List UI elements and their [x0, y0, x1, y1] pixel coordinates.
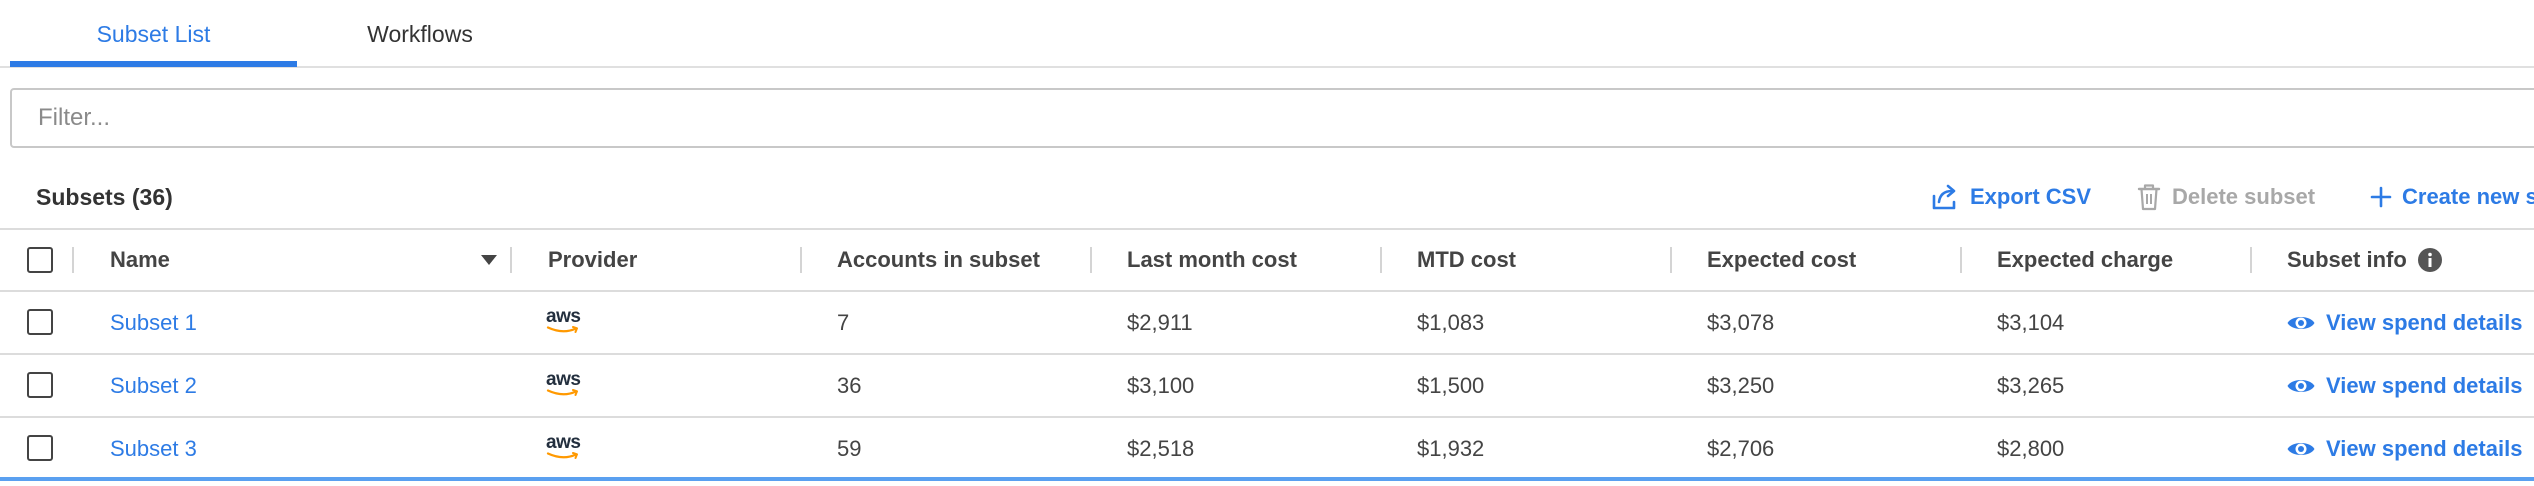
expected-cost: $2,706 — [1707, 435, 1775, 461]
select-all-checkbox[interactable] — [27, 247, 53, 273]
column-header-name[interactable]: Name — [110, 247, 170, 272]
mtd-cost: $1,932 — [1417, 435, 1485, 461]
accounts-count: 59 — [837, 435, 862, 461]
trash-icon — [2137, 184, 2161, 211]
table-row: Subset 3 aws 59 $2,518 $1,932 $2,706 $2,… — [0, 418, 2534, 481]
info-icon[interactable] — [2417, 247, 2443, 273]
column-separator — [800, 247, 802, 273]
mtd-cost: $1,083 — [1417, 309, 1485, 335]
column-header-expected-cost: Expected cost — [1707, 247, 1857, 272]
mtd-cost: $1,500 — [1417, 372, 1485, 398]
subset-name-link[interactable]: Subset 3 — [110, 435, 197, 461]
view-spend-details-link[interactable]: View spend details — [2286, 355, 2522, 416]
subset-info-label: Subset info — [2287, 247, 2407, 272]
eye-icon — [2287, 379, 2315, 392]
expected-charge: $2,800 — [1997, 435, 2065, 461]
expected-cost: $3,078 — [1707, 309, 1775, 335]
expected-charge: $3,265 — [1997, 372, 2065, 398]
subset-name-link[interactable]: Subset 1 — [110, 309, 197, 335]
view-spend-details-label: View spend details — [2326, 372, 2523, 398]
expected-cost: $3,250 — [1707, 372, 1775, 398]
aws-logo: aws — [546, 306, 581, 334]
last-month-cost: $3,100 — [1127, 372, 1195, 398]
column-header-expected-charge: Expected charge — [1997, 247, 2174, 272]
column-separator — [1090, 247, 1092, 273]
tab-label: Workflows — [367, 20, 473, 47]
expected-charge: $3,104 — [1997, 309, 2065, 335]
row-checkbox[interactable] — [27, 309, 53, 335]
column-header-subset-info: Subset info — [2287, 230, 2443, 290]
filter-input[interactable] — [10, 88, 2534, 148]
delete-subset-label: Delete subset — [2172, 184, 2316, 209]
provider-text: aws — [546, 369, 581, 390]
column-separator — [510, 247, 512, 273]
export-csv-button[interactable]: Export CSV — [1930, 180, 2091, 214]
plus-icon — [2370, 186, 2392, 208]
tab-workflows[interactable]: Workflows — [340, 0, 500, 68]
table-header: Name Provider Accounts in subset Last mo… — [0, 230, 2534, 292]
column-separator — [1670, 247, 1672, 273]
table-row: Subset 1 aws 7 $2,911 $1,083 $3,078 $3,1… — [0, 292, 2534, 355]
aws-smile-icon — [547, 389, 579, 396]
column-header-accounts: Accounts in subset — [837, 247, 1040, 272]
column-separator — [1380, 247, 1382, 273]
delete-subset-button[interactable]: Delete subset — [2136, 180, 2315, 214]
export-icon — [1932, 184, 1956, 210]
view-spend-details-label: View spend details — [2326, 435, 2523, 461]
view-spend-details-link[interactable]: View spend details — [2286, 292, 2522, 353]
active-tab-indicator — [10, 61, 297, 67]
create-new-subset-label: Create new s — [2402, 184, 2534, 209]
accounts-count: 7 — [837, 309, 850, 335]
tab-subset-list[interactable]: Subset List — [10, 0, 297, 68]
accounts-count: 36 — [837, 372, 862, 398]
column-separator — [1960, 247, 1962, 273]
provider-text: aws — [546, 306, 581, 327]
row-checkbox[interactable] — [27, 372, 53, 398]
subsets-table: Name Provider Accounts in subset Last mo… — [0, 228, 2534, 481]
eye-icon — [2287, 316, 2315, 329]
column-header-provider: Provider — [548, 247, 638, 272]
last-month-cost: $2,518 — [1127, 435, 1195, 461]
aws-logo: aws — [546, 432, 581, 460]
row-checkbox[interactable] — [27, 435, 53, 461]
table-row: Subset 2 aws 36 $3,100 $1,500 $3,250 $3,… — [0, 355, 2534, 418]
tab-label: Subset List — [96, 20, 211, 47]
provider-text: aws — [546, 432, 581, 453]
sort-descending-icon[interactable] — [480, 254, 498, 266]
column-separator — [2250, 247, 2252, 273]
view-spend-details-link[interactable]: View spend details — [2286, 418, 2522, 479]
export-csv-label: Export CSV — [1970, 184, 2092, 209]
column-separator — [72, 247, 74, 273]
subset-name-link[interactable]: Subset 2 — [110, 372, 197, 398]
subsets-count-title: Subsets (36) — [36, 183, 173, 210]
column-header-last-month-cost: Last month cost — [1127, 247, 1297, 272]
column-header-mtd-cost: MTD cost — [1417, 247, 1516, 272]
aws-smile-icon — [547, 452, 579, 459]
tab-bar: Subset List Workflows — [0, 0, 2534, 68]
eye-icon — [2287, 442, 2315, 455]
aws-smile-icon — [547, 326, 579, 333]
view-spend-details-label: View spend details — [2326, 309, 2523, 335]
last-month-cost: $2,911 — [1127, 309, 1193, 335]
create-new-subset-button[interactable]: Create new s — [2370, 180, 2534, 214]
aws-logo: aws — [546, 369, 581, 397]
